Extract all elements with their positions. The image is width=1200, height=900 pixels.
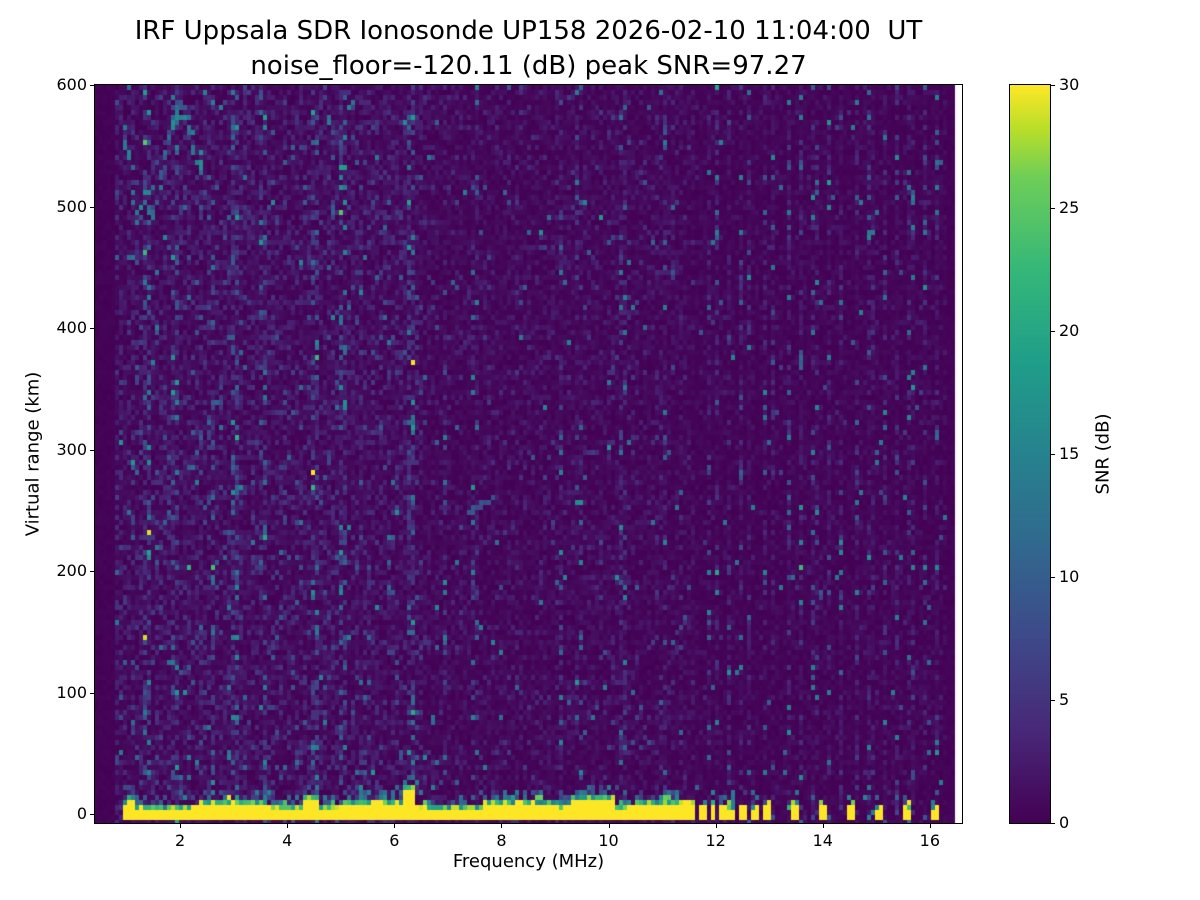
x-tick-mark (715, 824, 717, 828)
x-tick-mark (608, 824, 610, 828)
x-tick-label: 6 (389, 831, 400, 850)
x-tick-mark (394, 824, 396, 828)
x-tick-mark (501, 824, 503, 828)
x-tick-label: 2 (175, 831, 186, 850)
x-tick-label: 16 (919, 831, 941, 850)
colorbar-tick-label: 15 (1059, 444, 1080, 463)
colorbar-tick-label: 5 (1059, 690, 1070, 709)
x-tick-label: 12 (705, 831, 726, 850)
y-tick-label: 600 (56, 75, 87, 94)
colorbar-tick-mark (1051, 454, 1055, 455)
x-tick-label: 8 (496, 831, 507, 850)
colorbar-canvas (1010, 85, 1050, 823)
colorbar-tick-mark (1051, 85, 1055, 86)
x-tick-label: 14 (812, 831, 833, 850)
y-tick-label: 300 (56, 439, 87, 459)
y-tick-mark (90, 85, 94, 86)
y-tick-label: 100 (56, 682, 87, 702)
x-tick-mark (822, 824, 824, 828)
colorbar-tick-mark (1051, 331, 1055, 332)
x-tick-label: 4 (282, 831, 293, 850)
y-tick-mark (90, 571, 94, 573)
chart-title: IRF Uppsala SDR Ionosonde UP158 2026-02-… (134, 16, 923, 46)
heatmap-canvas (95, 85, 962, 823)
x-tick-mark (180, 824, 182, 828)
y-tick-label: 0 (76, 804, 87, 824)
colorbar-tick-label: 30 (1059, 75, 1080, 94)
colorbar-tick-label: 10 (1059, 567, 1080, 586)
colorbar-tick-label: 20 (1059, 321, 1080, 340)
y-tick-label: 200 (56, 561, 87, 581)
colorbar-tick-mark (1051, 700, 1055, 701)
colorbar-tick-mark (1051, 577, 1055, 578)
y-tick-mark (90, 814, 94, 816)
y-tick-mark (90, 206, 94, 208)
x-tick-mark (287, 824, 289, 828)
chart-title-block: IRF Uppsala SDR Ionosonde UP158 2026-02-… (95, 14, 962, 84)
x-axis-label: Frequency (MHz) (452, 851, 605, 872)
colorbar-tick-label: 25 (1059, 198, 1080, 217)
colorbar-tick-mark (1051, 823, 1055, 824)
x-tick-label: 10 (598, 831, 619, 850)
colorbar-tick-mark (1051, 208, 1055, 209)
y-tick-label: 500 (56, 196, 87, 216)
y-tick-label: 400 (56, 318, 87, 338)
x-tick-mark (929, 824, 931, 828)
y-tick-mark (90, 692, 94, 694)
colorbar-tick-label: 0 (1059, 813, 1070, 832)
y-tick-mark (90, 328, 94, 330)
chart-subtitle: noise_floor=-120.11 (dB) peak SNR=97.27 (250, 51, 807, 81)
y-tick-mark (90, 449, 94, 451)
